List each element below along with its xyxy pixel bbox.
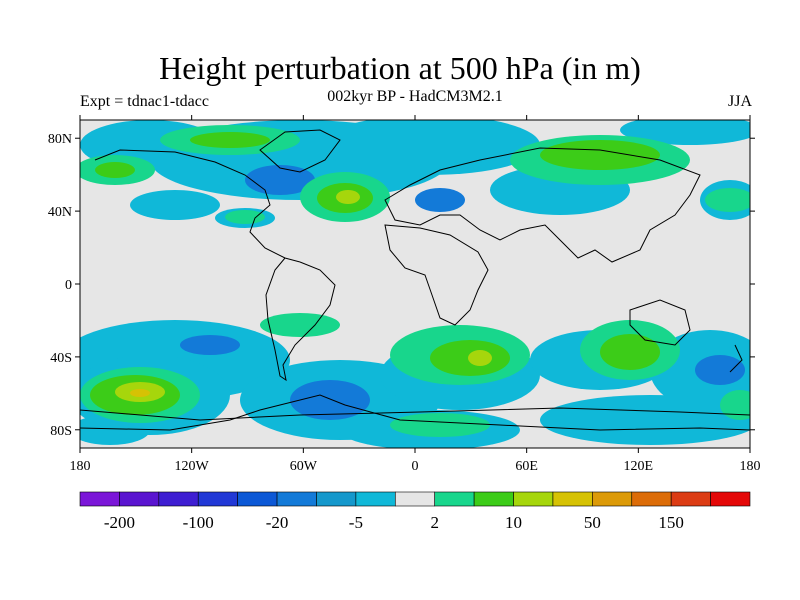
experiment-label: Expt = tdnac1-tdacc: [80, 93, 209, 110]
lon-tick-label: 180: [70, 459, 91, 474]
lon-tick-label: 0: [412, 459, 419, 474]
contour-negative-mid: [180, 165, 745, 420]
colorbar-swatch: [158, 491, 199, 507]
map-subtitle: 002kyr BP - HadCM3M2.1: [327, 88, 503, 105]
colorbar: -200 -100 -20 -5 2 10 50 150: [79, 491, 751, 532]
colorbar-swatch: [473, 491, 514, 507]
colorbar-swatch: [513, 491, 554, 507]
colorbar-swatch: [197, 491, 238, 507]
season-label: JJA: [727, 93, 752, 110]
lat-tick-label: 0: [65, 278, 72, 293]
map-title: Height perturbation at 500 hPa (in m): [159, 50, 641, 86]
field-layer: [80, 120, 750, 448]
colorbar-swatch: [631, 491, 672, 507]
colorbar-swatch: [79, 491, 120, 507]
lat-tick-label: 80N: [48, 132, 72, 147]
colorbar-swatch: [434, 491, 475, 507]
colorbar-label: 150: [658, 513, 684, 532]
colorbar-label: -5: [349, 513, 363, 532]
colorbar-swatch: [670, 491, 711, 507]
colorbar-label: 2: [430, 513, 439, 532]
colorbar-swatch: [237, 491, 278, 507]
lat-tick-label: 40S: [50, 351, 72, 366]
lon-tick-label: 60W: [290, 459, 318, 474]
colorbar-swatch: [592, 491, 633, 507]
lon-tick-label: 120E: [624, 459, 654, 474]
lon-tick-label: 180: [740, 459, 761, 474]
colorbar-swatch: [710, 491, 751, 507]
colorbar-label: -200: [104, 513, 135, 532]
colorbar-label: 10: [505, 513, 522, 532]
lat-tick-label: 80S: [50, 424, 72, 439]
axis-ticks: 80N 40N 0 40S 80S 180 120W 60W 0 60E 120E 180: [48, 115, 761, 474]
colorbar-label: 50: [584, 513, 601, 532]
colorbar-swatch: [276, 491, 317, 507]
contour-positive-peak: [130, 389, 150, 397]
colorbar-swatch: [552, 491, 593, 507]
coastlines: [80, 129, 750, 431]
colorbar-swatch: [316, 491, 357, 507]
lon-tick-label: 60E: [515, 459, 538, 474]
colorbar-swatch: [355, 491, 396, 507]
lat-tick-label: 40N: [48, 205, 72, 220]
colorbar-swatch: [394, 491, 436, 507]
colorbar-label: -20: [266, 513, 289, 532]
colorbar-label: -100: [183, 513, 214, 532]
colorbar-swatch: [119, 491, 160, 507]
lon-tick-label: 120W: [175, 459, 210, 474]
